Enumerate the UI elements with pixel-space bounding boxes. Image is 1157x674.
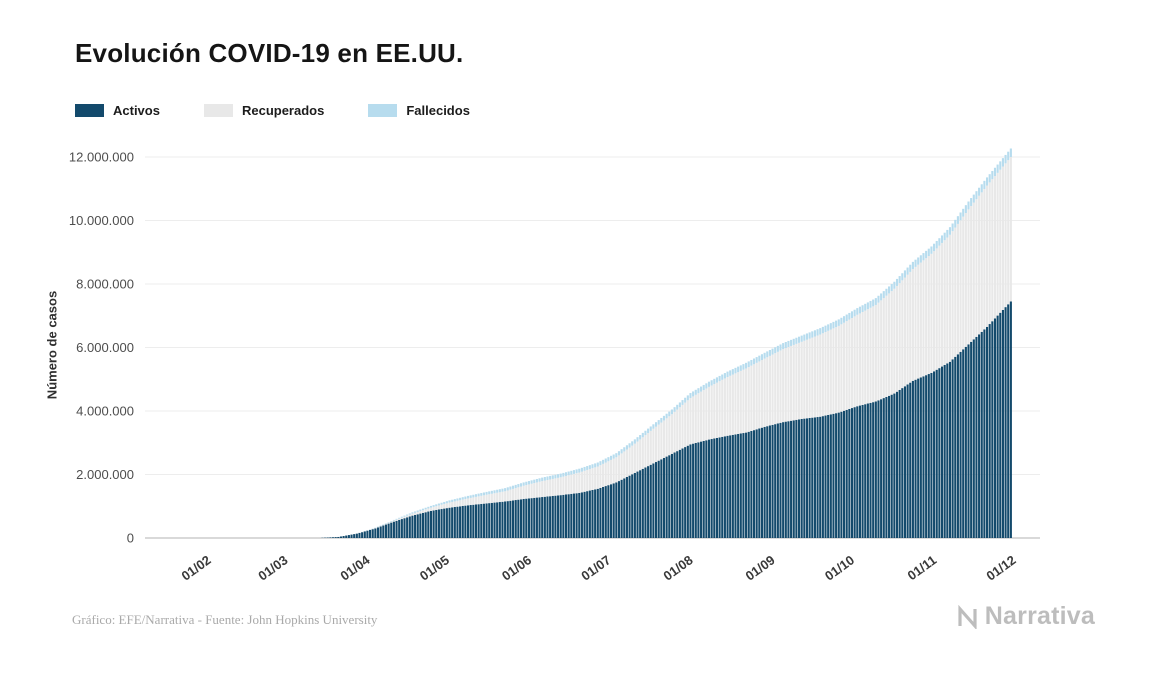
legend-item-fallecidos: Fallecidos xyxy=(368,103,470,118)
x-tick-label: 01/11 xyxy=(905,552,940,583)
legend-label: Fallecidos xyxy=(406,103,470,118)
y-tick-labels: 0 2.000.000 4.000.000 6.000.000 8.000.000 10.… xyxy=(69,150,134,546)
legend-label: Activos xyxy=(113,103,160,118)
legend-swatch xyxy=(368,104,398,117)
x-tick-label: 01/12 xyxy=(983,552,1018,583)
x-tick-label: 01/08 xyxy=(660,552,695,583)
x-tick-label: 01/09 xyxy=(743,552,778,583)
narrativa-logo: Narrativa xyxy=(956,602,1095,631)
narrativa-logo-icon xyxy=(958,604,977,629)
legend-label: Recuperados xyxy=(241,103,325,118)
credit-text: Gráfico: EFE/Narrativa - Fuente: John Ho… xyxy=(72,612,378,627)
narrativa-logo-text: Narrativa xyxy=(984,602,1095,630)
y-tick-label: 2.000.000 xyxy=(76,467,134,482)
y-tick-label: 10.000.000 xyxy=(69,213,134,228)
y-tick-label: 12.000.000 xyxy=(69,150,134,165)
y-tick-label: 6.000.000 xyxy=(76,340,134,355)
legend-swatch xyxy=(203,104,233,117)
y-tick-label: 4.000.000 xyxy=(76,404,134,419)
x-tick-label: 01/05 xyxy=(417,552,452,583)
legend: Activos Recuperados Fallecidos xyxy=(75,103,470,118)
legend-item-recuperados: Recuperados xyxy=(203,103,325,118)
legend-item-activos: Activos xyxy=(75,103,160,118)
y-tick-label: 0 xyxy=(127,531,134,546)
series-recuperados-bars xyxy=(358,157,1012,533)
series-activos-bars xyxy=(321,301,1012,539)
chart-title: Evolución COVID-19 en EE.UU. xyxy=(75,38,464,68)
series-fallecidos-bars xyxy=(363,148,1012,532)
legend-swatch xyxy=(75,104,104,117)
x-tick-label: 01/06 xyxy=(499,552,534,583)
x-tick-label: 01/04 xyxy=(337,552,373,584)
x-tick-label: 01/03 xyxy=(255,552,290,583)
x-tick-label: 01/10 xyxy=(822,552,857,583)
y-tick-label: 8.000.000 xyxy=(76,277,134,292)
x-tick-label: 01/07 xyxy=(578,552,613,583)
x-tick-labels: 01/02 01/03 01/04 01/05 01/06 01/07 01/08 01/09… xyxy=(179,552,1019,584)
x-tick-label: 01/02 xyxy=(179,552,214,583)
